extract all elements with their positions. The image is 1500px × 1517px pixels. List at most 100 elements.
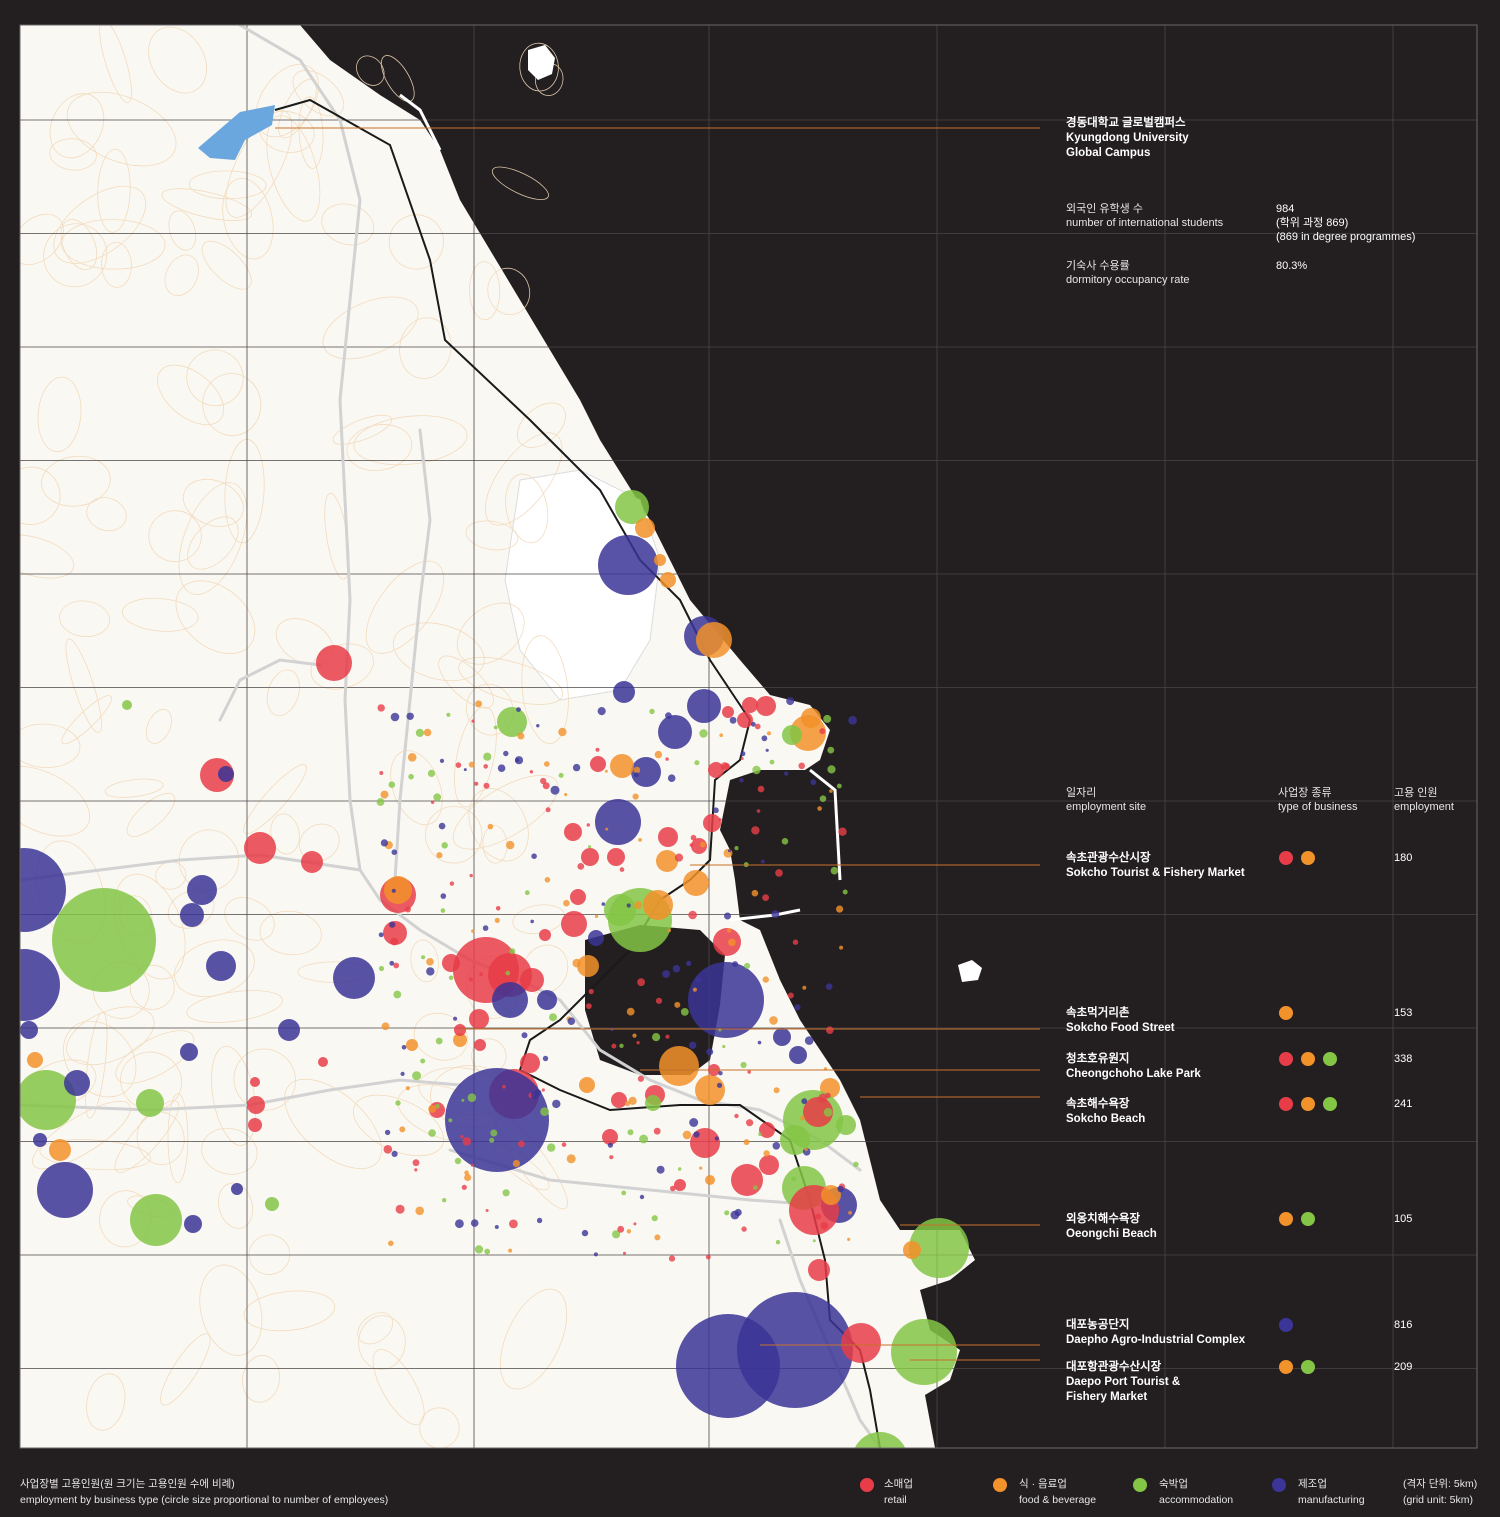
retail-circle xyxy=(539,929,551,941)
retail-point xyxy=(653,1127,661,1135)
manufacturing-circle xyxy=(595,799,641,845)
manufacturing-circle xyxy=(180,1043,198,1061)
retail-point xyxy=(688,910,697,920)
retail-point xyxy=(595,747,600,752)
accommodation-circle xyxy=(122,700,132,710)
retail-point xyxy=(705,1254,711,1260)
accommodation-point xyxy=(652,1033,661,1042)
manufacturing-point xyxy=(426,967,435,976)
row-name-en: Sokcho Tourist & Fishery Market xyxy=(1066,867,1245,879)
food-point xyxy=(800,1115,805,1121)
food-circle xyxy=(683,870,709,896)
manufacturing-point xyxy=(552,1099,561,1109)
manufacturing-circle xyxy=(658,715,692,749)
retail-point xyxy=(756,809,761,813)
retail-point xyxy=(483,782,490,789)
manufacturing-point xyxy=(482,925,489,931)
retail-point xyxy=(611,1043,617,1049)
manufacturing-point xyxy=(667,774,676,782)
retail-point xyxy=(819,728,826,735)
food-circle xyxy=(903,1241,921,1259)
accommodation-point xyxy=(440,908,446,913)
legend-accommodation-dot xyxy=(1133,1478,1147,1492)
road-west xyxy=(20,853,362,882)
manufacturing-point xyxy=(727,849,731,853)
campus-name-ko: 경동대학교 글로벌캠퍼스 xyxy=(1066,117,1186,129)
retail-point xyxy=(541,1088,545,1092)
manufacturing-point xyxy=(750,721,756,727)
row-name-en: Daepho Agro-Industrial Complex xyxy=(1066,1334,1246,1346)
food-point xyxy=(638,838,642,842)
accommodation-point xyxy=(678,1167,682,1171)
retail-point xyxy=(718,818,722,822)
road-inland xyxy=(393,428,432,882)
food-point xyxy=(381,1022,390,1031)
road-south xyxy=(448,1148,822,1207)
manufacturing-point xyxy=(729,716,737,724)
food-point xyxy=(388,1240,394,1247)
food-point xyxy=(626,1007,635,1016)
row-name-en: Cheongchoho Lake Park xyxy=(1066,1068,1201,1080)
food-point xyxy=(605,827,609,831)
food-circle xyxy=(656,850,678,872)
retail-point xyxy=(665,757,669,761)
retail-point xyxy=(818,1093,828,1103)
accommodation-point xyxy=(827,746,835,754)
food-point xyxy=(405,1086,410,1091)
food-point xyxy=(563,899,570,907)
accommodation-point xyxy=(502,1189,510,1197)
retail-point xyxy=(455,762,462,768)
food-point xyxy=(763,1150,770,1157)
food-circle xyxy=(705,1175,715,1185)
retail-circle xyxy=(520,968,544,992)
food-point xyxy=(508,1248,513,1253)
retail-point xyxy=(577,863,585,870)
retail-point xyxy=(495,906,501,911)
food-point xyxy=(654,750,663,759)
accommodation-point xyxy=(722,1044,726,1049)
food-type-dot xyxy=(1279,1360,1293,1374)
manufacturing-point xyxy=(757,1040,762,1045)
retail-circle xyxy=(454,1024,466,1036)
manufacturing-circle xyxy=(180,903,204,927)
accommodation-point xyxy=(412,1071,422,1081)
retail-circle xyxy=(742,697,758,713)
manufacturing-circle xyxy=(218,766,234,782)
food-point xyxy=(836,905,844,913)
accommodation-point xyxy=(724,1210,730,1216)
land-mass xyxy=(20,25,975,1448)
retail-circle xyxy=(713,928,741,956)
retail-circle xyxy=(708,762,724,778)
island-north xyxy=(528,45,555,80)
accommodation-point xyxy=(823,714,832,723)
retail-point xyxy=(720,762,729,771)
retail-circle xyxy=(383,921,407,945)
retail-point xyxy=(502,1084,506,1089)
island-east xyxy=(958,960,982,982)
accommodation-point xyxy=(827,765,836,774)
manufacturing-point xyxy=(706,1048,714,1056)
retail-point xyxy=(787,992,794,999)
manufacturing-point xyxy=(695,976,702,983)
manufacturing-point xyxy=(689,1041,697,1050)
accommodation-point xyxy=(558,772,564,778)
manufacturing-point xyxy=(536,1217,543,1224)
food-point xyxy=(743,1139,750,1146)
accommodation-point xyxy=(442,1198,447,1203)
retail-circle xyxy=(607,848,625,866)
manufacturing-circle xyxy=(687,689,721,723)
retail-point xyxy=(838,827,847,836)
accommodation-point xyxy=(769,759,775,765)
row-name-ko: 속초해수욕장 xyxy=(1066,1098,1130,1110)
accommodation-point xyxy=(619,1043,624,1049)
accommodation-circle xyxy=(52,888,156,992)
manufacturing-circle xyxy=(789,1046,807,1064)
accommodation-point xyxy=(694,760,700,766)
manufacturing-circle xyxy=(20,1021,38,1039)
retail-point xyxy=(689,843,694,847)
retail-point xyxy=(775,869,783,877)
retail-point xyxy=(734,1113,739,1119)
retail-point xyxy=(561,1142,567,1147)
retail-point xyxy=(468,977,473,982)
retail-point xyxy=(545,807,551,813)
